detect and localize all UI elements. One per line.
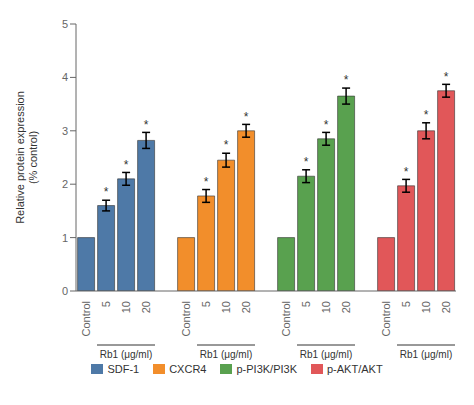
svg-text:Rb1 (μg/ml): Rb1 (μg/ml) bbox=[400, 349, 452, 360]
svg-text:20: 20 bbox=[140, 301, 152, 313]
html-text:p-AKT/AKT: p-AKT/AKT bbox=[327, 363, 383, 375]
svg-text:2: 2 bbox=[62, 178, 68, 190]
svg-text:*: * bbox=[444, 70, 449, 84]
svg-text:10: 10 bbox=[320, 301, 332, 313]
svg-text:Relative protein expression(%: Relative protein expression(% control) bbox=[14, 91, 39, 224]
svg-text:*: * bbox=[424, 108, 429, 122]
svg-text:5: 5 bbox=[400, 301, 412, 307]
svg-text:20: 20 bbox=[340, 301, 352, 313]
svg-text:Control: Control bbox=[180, 301, 192, 336]
svg-text:3: 3 bbox=[62, 125, 68, 137]
svg-text:*: * bbox=[124, 158, 129, 172]
svg-text:*: * bbox=[344, 73, 349, 87]
svg-text:10: 10 bbox=[420, 301, 432, 313]
svg-text:*: * bbox=[104, 185, 109, 199]
svg-text:Control: Control bbox=[380, 301, 392, 336]
svg-text:0: 0 bbox=[62, 285, 68, 297]
svg-text:5: 5 bbox=[62, 18, 68, 30]
svg-text:*: * bbox=[224, 138, 229, 152]
svg-text:10: 10 bbox=[120, 301, 132, 313]
svg-text:20: 20 bbox=[240, 301, 252, 313]
svg-text:20: 20 bbox=[440, 301, 452, 313]
svg-text:*: * bbox=[244, 110, 249, 124]
svg-text:Rb1 (μg/ml): Rb1 (μg/ml) bbox=[200, 349, 252, 360]
html-text:SDF-1: SDF-1 bbox=[107, 363, 140, 375]
svg-text:Control: Control bbox=[280, 301, 292, 336]
svg-text:5: 5 bbox=[200, 301, 212, 307]
svg-text:*: * bbox=[144, 118, 149, 132]
svg-text:5: 5 bbox=[100, 301, 112, 307]
svg-text:*: * bbox=[304, 155, 309, 169]
svg-text:*: * bbox=[404, 165, 409, 179]
svg-text:Rb1 (μg/ml): Rb1 (μg/ml) bbox=[300, 349, 352, 360]
html-text:p-PI3K/PI3K: p-PI3K/PI3K bbox=[236, 363, 297, 375]
svg-text:*: * bbox=[204, 175, 209, 189]
svg-text:Rb1 (μg/ml): Rb1 (μg/ml) bbox=[100, 349, 152, 360]
svg-text:10: 10 bbox=[220, 301, 232, 313]
html-text:CXCR4: CXCR4 bbox=[169, 363, 207, 375]
svg-text:4: 4 bbox=[62, 71, 68, 83]
svg-text:1: 1 bbox=[62, 232, 68, 244]
svg-text:5: 5 bbox=[300, 301, 312, 307]
svg-text:*: * bbox=[324, 118, 329, 132]
svg-text:Control: Control bbox=[80, 301, 92, 336]
